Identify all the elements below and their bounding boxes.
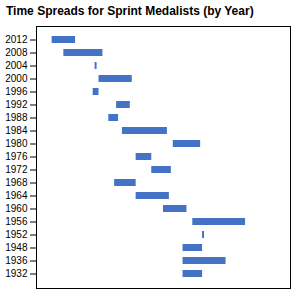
svg-text:1968: 1968 [5,177,28,188]
html-text:Time Spreads for Sprint Medali: Time Spreads for Sprint Medalists (by Ye… [6,4,254,18]
svg-text:1992: 1992 [5,99,28,110]
svg-text:2000: 2000 [5,73,28,84]
svg-text:1952: 1952 [5,229,28,240]
svg-text:2008: 2008 [5,47,28,58]
svg-text:2012: 2012 [5,34,28,45]
svg-text:1972: 1972 [5,164,28,175]
svg-text:2004: 2004 [5,60,28,71]
svg-text:1948: 1948 [5,242,28,253]
svg-text:1996: 1996 [5,86,28,97]
svg-text:1964: 1964 [5,190,28,201]
svg-text:1984: 1984 [5,125,28,136]
svg-text:1980: 1980 [5,138,28,149]
svg-text:1932: 1932 [5,268,28,279]
svg-text:1956: 1956 [5,216,28,227]
svg-text:1936: 1936 [5,255,28,266]
svg-text:1988: 1988 [5,112,28,123]
svg-text:1960: 1960 [5,203,28,214]
svg-text:1976: 1976 [5,151,28,162]
